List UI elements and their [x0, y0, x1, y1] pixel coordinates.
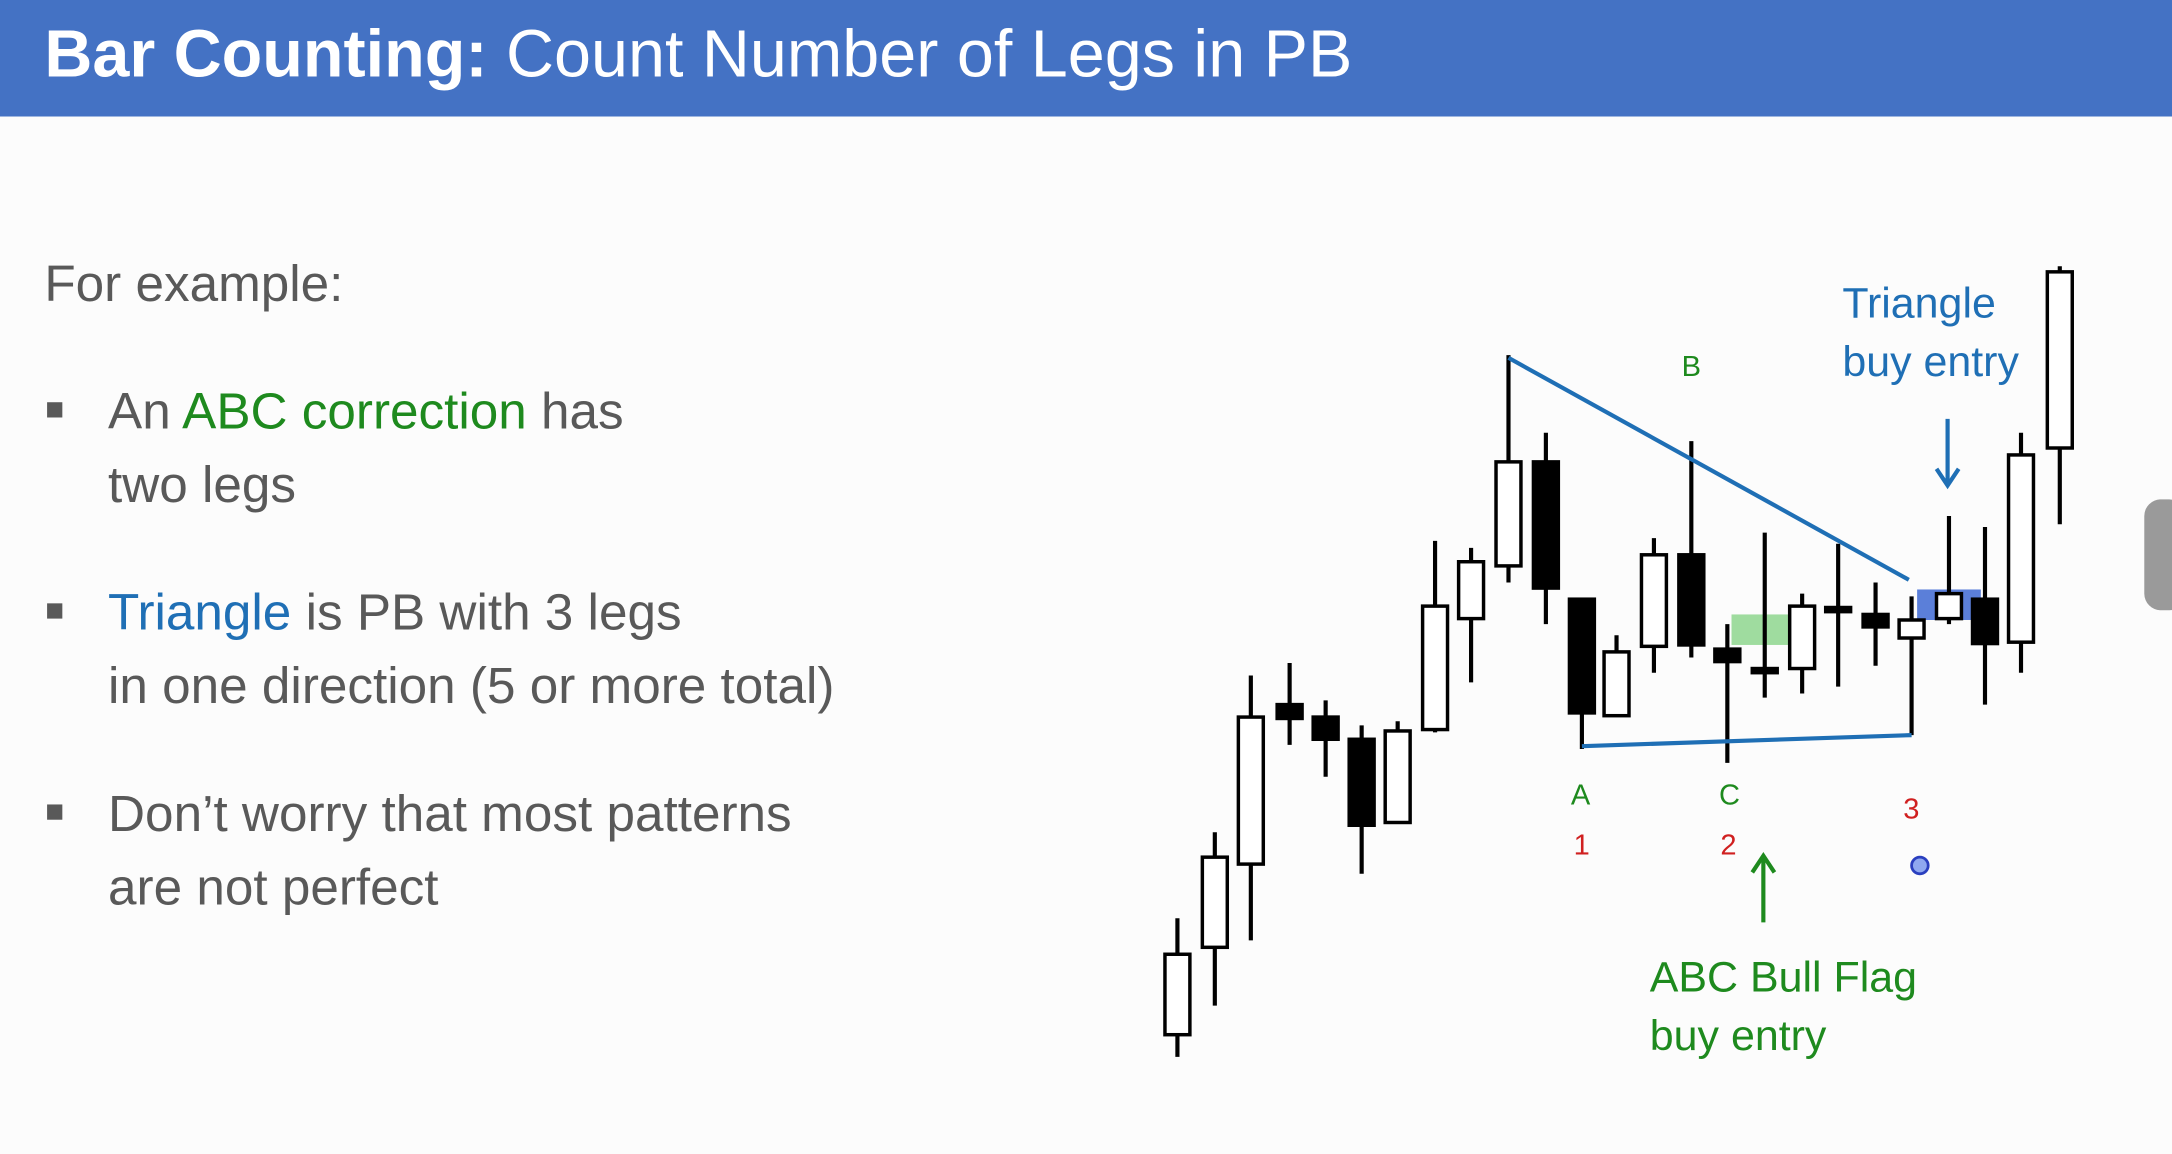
bullet-line: Triangle is PB with 3 legs [108, 584, 682, 642]
support-line [1581, 733, 1912, 749]
text: two legs [108, 456, 297, 514]
title-bar: Bar Counting: Count Number of Legs in PB [0, 0, 2172, 117]
candle-body [1531, 460, 1561, 590]
bullet-line: are not perfect [108, 859, 439, 917]
candle-body [1383, 729, 1412, 825]
candle-body [1970, 597, 2000, 646]
highlight: Triangle [108, 583, 292, 641]
line: buy entry [1842, 337, 2019, 386]
label-a: A [1570, 779, 1591, 812]
candle-body [1861, 612, 1890, 629]
intro: For example: [44, 255, 344, 313]
text: has [526, 382, 624, 440]
triangle-entry: Triangle buy entry [1842, 275, 2019, 392]
text: are not perfect [108, 858, 439, 916]
title-bold: Bar Counting: [44, 18, 488, 92]
candle-body [1236, 715, 1266, 866]
candle-body [1456, 560, 1486, 621]
candle-body [1494, 460, 1523, 568]
candle-body [2006, 453, 2036, 644]
candle-body [1677, 553, 1706, 647]
candle-body [2045, 270, 2074, 450]
candle-body [1823, 605, 1853, 614]
text: Don’t worry that most patterns [108, 785, 792, 842]
candle-body [1934, 591, 1964, 621]
bullet-mark [47, 804, 63, 820]
candles [1163, 266, 2074, 1057]
candle-body [1311, 715, 1340, 742]
candle-body [1713, 647, 1742, 664]
flag-entry: ABC Bull Flag buy entry [1650, 949, 1917, 1066]
bullet-mark [47, 603, 63, 619]
up-arrow [1750, 852, 1777, 923]
highlight: ABC correction [182, 382, 527, 440]
title: Bar Counting: Count Number of Legs in PB [44, 17, 1352, 93]
line: ABC Bull Flag [1649, 952, 1918, 1002]
cursor-dot [1910, 855, 1930, 876]
candle-body [1639, 553, 1669, 649]
trend-line [1507, 356, 1910, 582]
candle-body [1897, 618, 1926, 640]
count-2: 2 [1720, 829, 1737, 862]
bullet-line: An ABC correction has [108, 383, 624, 441]
candle-body [1787, 604, 1817, 671]
bullet-mark [47, 402, 63, 418]
candle-body [1347, 737, 1376, 827]
down-arrow [1934, 418, 1961, 490]
candle-body [1602, 650, 1631, 718]
candle-body [1567, 597, 1597, 715]
line: buy entry [1649, 1011, 1827, 1060]
candle-body [1420, 604, 1450, 732]
text: is PB with 3 legs [291, 583, 682, 641]
candle-body [1275, 702, 1304, 721]
text: An [108, 382, 183, 440]
line: Triangle [1842, 278, 1996, 328]
count-3: 3 [1903, 793, 1920, 826]
bullet-line: two legs [108, 456, 296, 514]
bullet-line: Don’t worry that most patterns [108, 785, 792, 843]
bullet-line: in one direction (5 or more total) [108, 657, 834, 715]
count-1: 1 [1573, 829, 1590, 862]
candle-body [1750, 666, 1779, 675]
side-tab[interactable] [2144, 499, 2172, 611]
label-c: C [1719, 779, 1741, 812]
title-rest: Count Number of Legs in PB [487, 18, 1353, 92]
text: in one direction (5 or more total) [108, 657, 835, 715]
candle-body [1163, 952, 1192, 1037]
label-b: B [1681, 350, 1702, 383]
candle-body [1200, 855, 1230, 950]
